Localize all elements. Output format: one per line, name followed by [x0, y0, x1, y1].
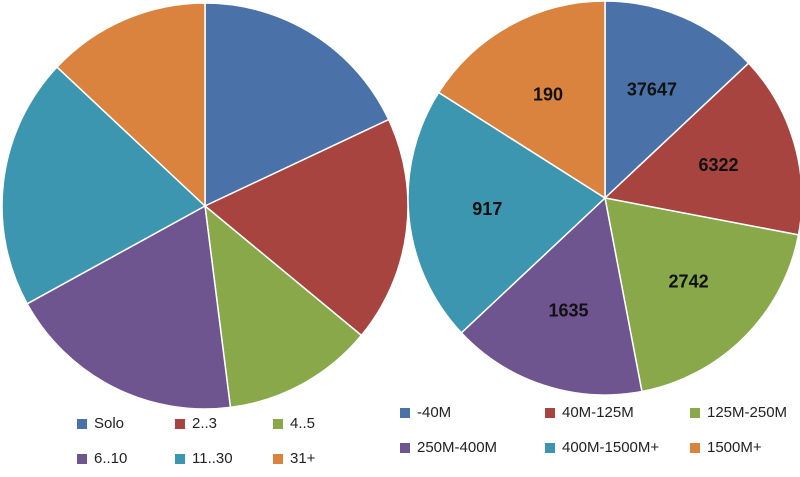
legend-item: 40M-125M [545, 404, 634, 421]
legend-item: 400M-1500M+ [545, 439, 659, 456]
pie-slice-40m [604, 0, 750, 200]
legend-swatch [400, 442, 410, 453]
pie-slice-11-30 [1, 65, 207, 305]
pie-data-label: 1635 [548, 300, 588, 320]
legend-item: 1500M+ [690, 439, 762, 456]
pie-slice-250m-400m [460, 196, 643, 396]
legend-label: 31+ [290, 450, 316, 467]
pie-data-label: 6322 [698, 155, 738, 175]
pie-chart-left [1, 2, 409, 410]
legend-item: -40M [400, 404, 451, 421]
legend-label: 6..10 [94, 450, 128, 467]
legend-swatch [273, 418, 283, 429]
legend-label: 1500M+ [707, 439, 762, 456]
legend-swatch [545, 442, 555, 453]
legend-swatch [77, 453, 87, 464]
legend-swatch [175, 418, 185, 429]
pie-slice-31 [55, 2, 206, 208]
pie-data-label: 917 [472, 199, 502, 219]
legend-swatch [690, 407, 700, 418]
legend-item: Solo [77, 415, 124, 432]
pie-chart-right: 37647 6322 2742 1635 917 190 [407, 0, 800, 396]
legend-swatch [77, 418, 87, 429]
pie-data-label: 2742 [669, 272, 709, 292]
pie-slice-2-3 [203, 118, 409, 337]
legend-item: 4..5 [273, 415, 315, 432]
pie-slice-125m-250m [604, 197, 800, 393]
legend-label: 4..5 [290, 415, 316, 432]
legend-item: 125M-250M [690, 404, 787, 421]
pie-data-label: 190 [533, 84, 563, 104]
legend-item: 250M-400M [400, 439, 497, 456]
pie-slice-1500m [437, 0, 606, 200]
legend-label: Solo [94, 415, 125, 432]
legend-item: 31+ [273, 450, 315, 467]
legend-item: 11..30 [175, 450, 233, 467]
legend-swatch [175, 453, 185, 464]
pie-slice-4-5 [204, 204, 363, 409]
pie-data-label: 37647 [627, 80, 677, 100]
legend-label: 250M-400M [417, 439, 498, 456]
pie-slice-solo [204, 2, 390, 208]
legend-swatch [690, 442, 700, 453]
legend-label: 125M-250M [707, 404, 788, 421]
legend-label: -40M [417, 404, 452, 421]
legend-swatch [545, 407, 555, 418]
pie-slice-6-10 [26, 204, 232, 410]
legend-swatch [400, 407, 410, 418]
pie-slice-400m-1500m [407, 91, 607, 334]
legend-label: 40M-125M [562, 404, 634, 421]
legend-label: 400M-1500M+ [562, 439, 660, 456]
legend-label: 2..3 [192, 415, 218, 432]
legend-label: 11..30 [192, 450, 233, 467]
legend-item: 6..10 [77, 450, 127, 467]
pie-slice-40m-125m [603, 62, 800, 236]
legend-item: 2..3 [175, 415, 217, 432]
legend-swatch [273, 453, 283, 464]
